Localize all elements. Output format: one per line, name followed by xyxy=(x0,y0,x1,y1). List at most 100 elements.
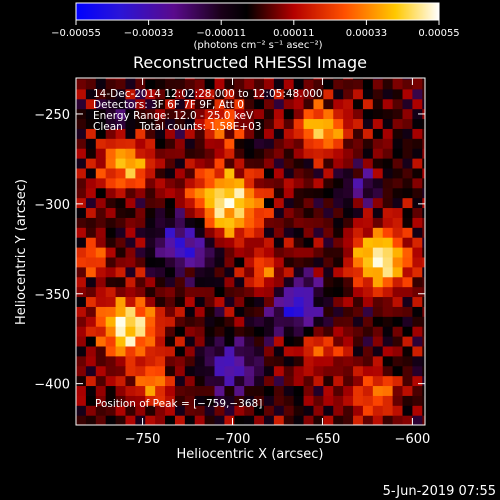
heatmap-cell xyxy=(174,375,186,387)
heatmap-cell xyxy=(234,167,245,179)
heatmap-cell xyxy=(135,296,146,307)
heatmap-cell xyxy=(174,296,186,307)
heatmap-cell xyxy=(392,158,404,169)
heatmap-cell xyxy=(362,345,374,357)
heatmap-cell xyxy=(254,177,265,189)
heatmap-cell xyxy=(382,405,394,416)
heatmap-cell xyxy=(234,158,245,169)
heatmap-cell xyxy=(303,395,315,406)
heatmap-cell xyxy=(372,108,384,120)
colorbar-ticks: −0.00055 −0.00033 −0.00011 0.00011 0.00033 0.… xyxy=(51,20,460,39)
x-axis-label: Heliocentric X (arcsec) xyxy=(177,447,324,462)
heatmap-cell xyxy=(184,138,196,149)
heatmap-cell xyxy=(254,247,265,258)
heatmap-cell xyxy=(76,78,87,90)
heatmap-cell xyxy=(273,177,285,189)
heatmap-cell xyxy=(323,88,334,100)
heatmap-cell xyxy=(155,405,166,416)
heatmap-cell xyxy=(85,276,97,288)
heatmap-cell xyxy=(115,217,127,228)
heatmap-cell xyxy=(353,148,364,159)
heatmap-cell xyxy=(422,237,425,248)
heatmap-cell xyxy=(194,256,206,268)
heatmap-cell xyxy=(155,227,166,238)
heatmap-cell xyxy=(234,385,245,396)
heatmap-cell xyxy=(323,276,334,288)
heatmap-cell xyxy=(224,207,235,218)
heatmap-cell xyxy=(323,395,334,406)
plot-timestamp: 5-Jun-2019 07:55 xyxy=(383,484,496,499)
heatmap-cell xyxy=(392,167,404,179)
heatmap-cell xyxy=(224,415,235,425)
heatmap-cell xyxy=(353,276,364,288)
heatmap-cell xyxy=(95,256,107,268)
heatmap-cell xyxy=(184,118,196,129)
heatmap-cell xyxy=(155,296,166,307)
heatmap-cell xyxy=(105,286,117,298)
heatmap-cell xyxy=(254,227,265,238)
heatmap-cell xyxy=(372,138,384,149)
heatmap-cell xyxy=(184,78,196,90)
heatmap-cell xyxy=(402,217,414,228)
heatmap-cell xyxy=(234,306,245,317)
heatmap-cell xyxy=(85,306,97,317)
heatmap-cell xyxy=(263,276,275,288)
heatmap-cell xyxy=(273,88,285,100)
heatmap-cell xyxy=(372,365,384,377)
heatmap-cell xyxy=(343,108,354,120)
heatmap-cell xyxy=(204,88,216,100)
heatmap-cell xyxy=(343,118,354,129)
heatmap-cell xyxy=(155,365,166,377)
heatmap-cell xyxy=(382,266,394,278)
heatmap-cell xyxy=(85,118,97,129)
heatmap-cell xyxy=(85,266,97,278)
heatmap-cell xyxy=(323,326,334,337)
heatmap-cell xyxy=(115,138,127,149)
heatmap-cell xyxy=(135,306,146,317)
heatmap-cell xyxy=(293,78,305,90)
y-axis-ticks: −250 −300 −350 −400 xyxy=(34,108,425,393)
heatmap-cell xyxy=(95,316,107,327)
heatmap-cell xyxy=(125,138,136,149)
heatmap-cell xyxy=(293,78,305,80)
heatmap-cell xyxy=(234,365,245,377)
heatmap-cell xyxy=(273,78,285,90)
heatmap-cell xyxy=(95,375,107,387)
heatmap-cell xyxy=(244,395,255,406)
heatmap-cell xyxy=(343,227,354,238)
heatmap-cell xyxy=(95,385,107,396)
heatmap-cell xyxy=(95,138,107,149)
heatmap-cell xyxy=(125,187,136,199)
heatmap-cell xyxy=(372,78,384,90)
heatmap-cell xyxy=(382,355,394,367)
heatmap-cell xyxy=(76,158,87,169)
heatmap-cell xyxy=(135,405,146,416)
heatmap-cell xyxy=(293,138,305,149)
heatmap-cell xyxy=(323,207,334,218)
heatmap-cell xyxy=(85,177,97,189)
heatmap-cell xyxy=(293,316,305,327)
heatmap-cell xyxy=(76,207,87,218)
heatmap-cell xyxy=(293,247,305,258)
heatmap-cell xyxy=(184,355,196,367)
heatmap-cell xyxy=(155,158,166,169)
heatmap-cell xyxy=(303,227,315,238)
heatmap-cell xyxy=(155,197,166,209)
heatmap-cell xyxy=(244,256,255,268)
heatmap-cell xyxy=(362,266,374,278)
heatmap-cell xyxy=(95,306,107,317)
heatmap-cell xyxy=(174,316,186,327)
heatmap-cell xyxy=(412,395,423,406)
heatmap-cell xyxy=(422,148,425,159)
heatmap-cell xyxy=(184,405,196,416)
heatmap-cell xyxy=(234,266,245,278)
heatmap-cell xyxy=(155,385,166,396)
heatmap-cell xyxy=(392,108,404,120)
heatmap-cell xyxy=(283,247,295,258)
heatmap-cell xyxy=(372,187,384,199)
heatmap-cell xyxy=(283,128,295,139)
heatmap-cell xyxy=(244,207,255,218)
heatmap-cell xyxy=(125,78,136,80)
heatmap-cell xyxy=(204,128,216,139)
heatmap-cell xyxy=(283,148,295,159)
